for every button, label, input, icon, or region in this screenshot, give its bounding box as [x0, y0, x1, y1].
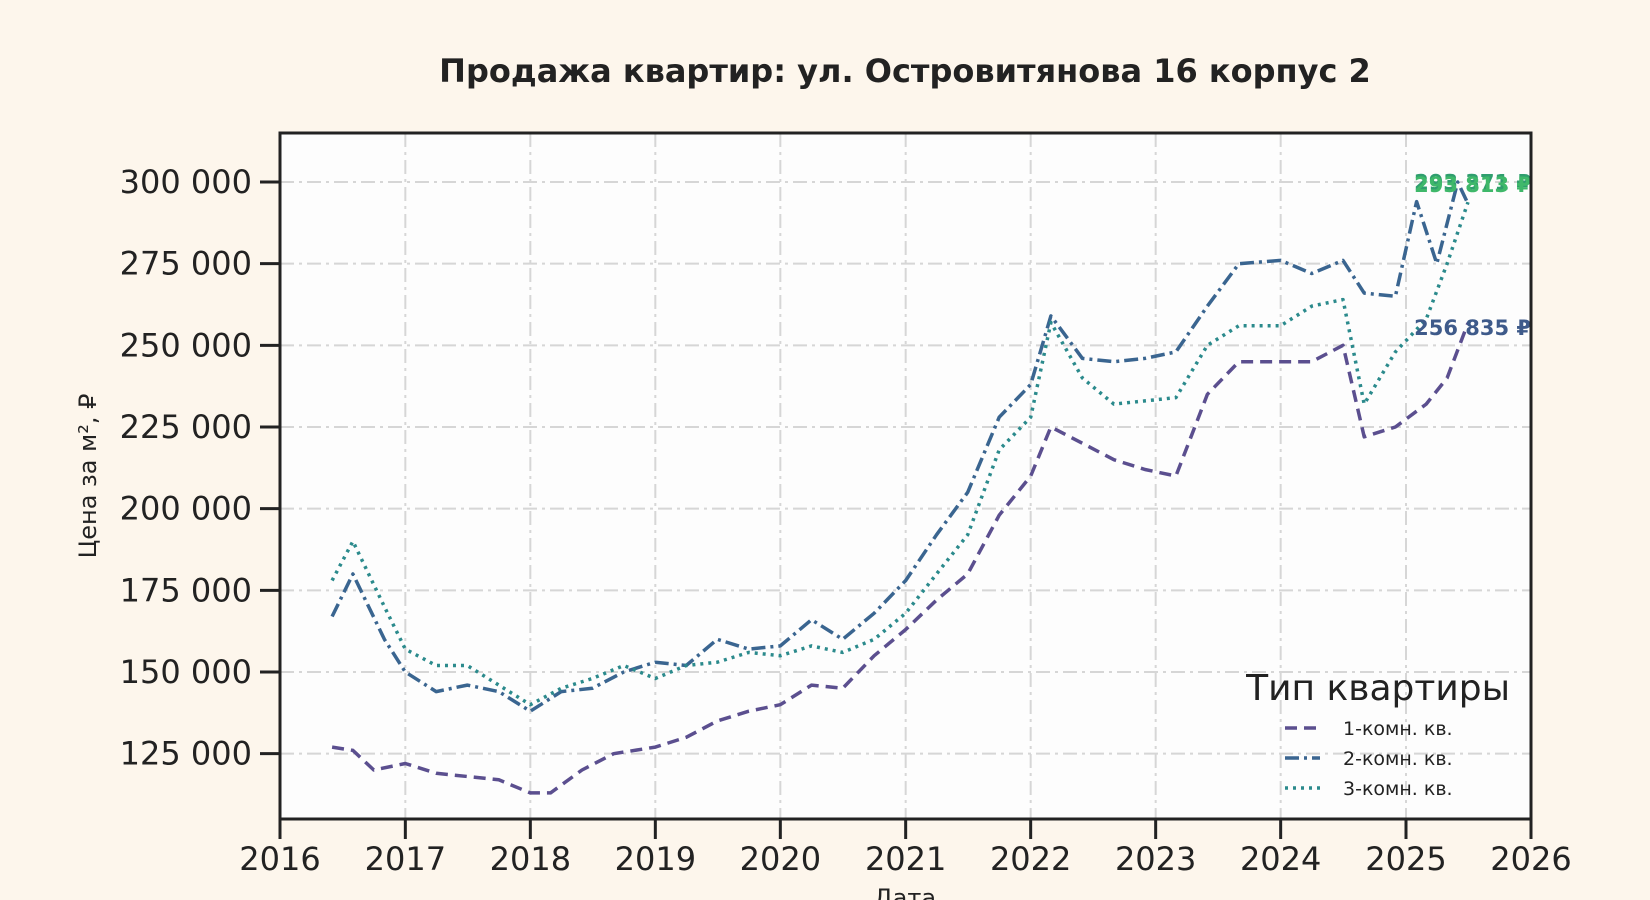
- x-tick-label: 2024: [1240, 840, 1321, 878]
- x-tick-label: 2025: [1365, 840, 1446, 878]
- legend-title: Тип квартиры: [1245, 668, 1510, 709]
- x-tick-label: 2017: [365, 840, 446, 878]
- y-tick-label: 150 000: [120, 653, 252, 691]
- legend-item-label: 2-комн. кв.: [1343, 748, 1453, 770]
- chart-title: Продажа квартир: ул. Островитянова 16 ко…: [439, 52, 1371, 90]
- x-tick-label: 2023: [1115, 840, 1196, 878]
- y-tick-label: 200 000: [120, 490, 252, 528]
- series-line-2: [330, 180, 1470, 713]
- y-tick-label: 275 000: [120, 245, 252, 283]
- series-line-1: [331, 322, 1470, 795]
- x-tick-label: 2020: [740, 840, 821, 878]
- y-tick-label: 250 000: [120, 326, 252, 364]
- x-tick-label: 2021: [865, 840, 946, 878]
- x-tick-label: 2022: [990, 840, 1071, 878]
- y-axis-label: Цена за м², ₽: [74, 394, 102, 559]
- legend-item-label: 3-комн. кв.: [1343, 778, 1453, 800]
- x-tick-label: 2018: [490, 840, 571, 878]
- end-value-label: 256 835 ₽: [1414, 316, 1531, 340]
- series-lines: [330, 180, 1470, 795]
- end-labels: 256 835 ₽ 293 371 ₽293 813 ₽: [1414, 171, 1531, 340]
- y-axis: 125 000 150 000 175 000 200 000 225 000 250 0…: [120, 163, 280, 773]
- end-value-label: 293 371 ₽: [1414, 171, 1531, 195]
- legend-item-label: 1-комн. кв.: [1343, 718, 1453, 740]
- x-axis-label: Дата: [874, 884, 936, 900]
- x-tick-label: 2019: [615, 840, 696, 878]
- x-axis: 2016 2017 2018 2019 2020 2021 2022 2023 2024 2025…: [239, 819, 1572, 878]
- y-tick-label: 300 000: [120, 163, 252, 201]
- end-value-label: 293 813 ₽: [1414, 173, 1531, 197]
- legend: Тип квартиры 1-комн. кв. 2-комн. кв. 3-ком…: [1245, 668, 1510, 800]
- x-tick-label: 2026: [1490, 840, 1571, 878]
- y-tick-label: 125 000: [120, 735, 252, 773]
- y-tick-label: 225 000: [120, 408, 252, 446]
- y-tick-label: 175 000: [120, 571, 252, 609]
- x-tick-label: 2016: [239, 840, 320, 878]
